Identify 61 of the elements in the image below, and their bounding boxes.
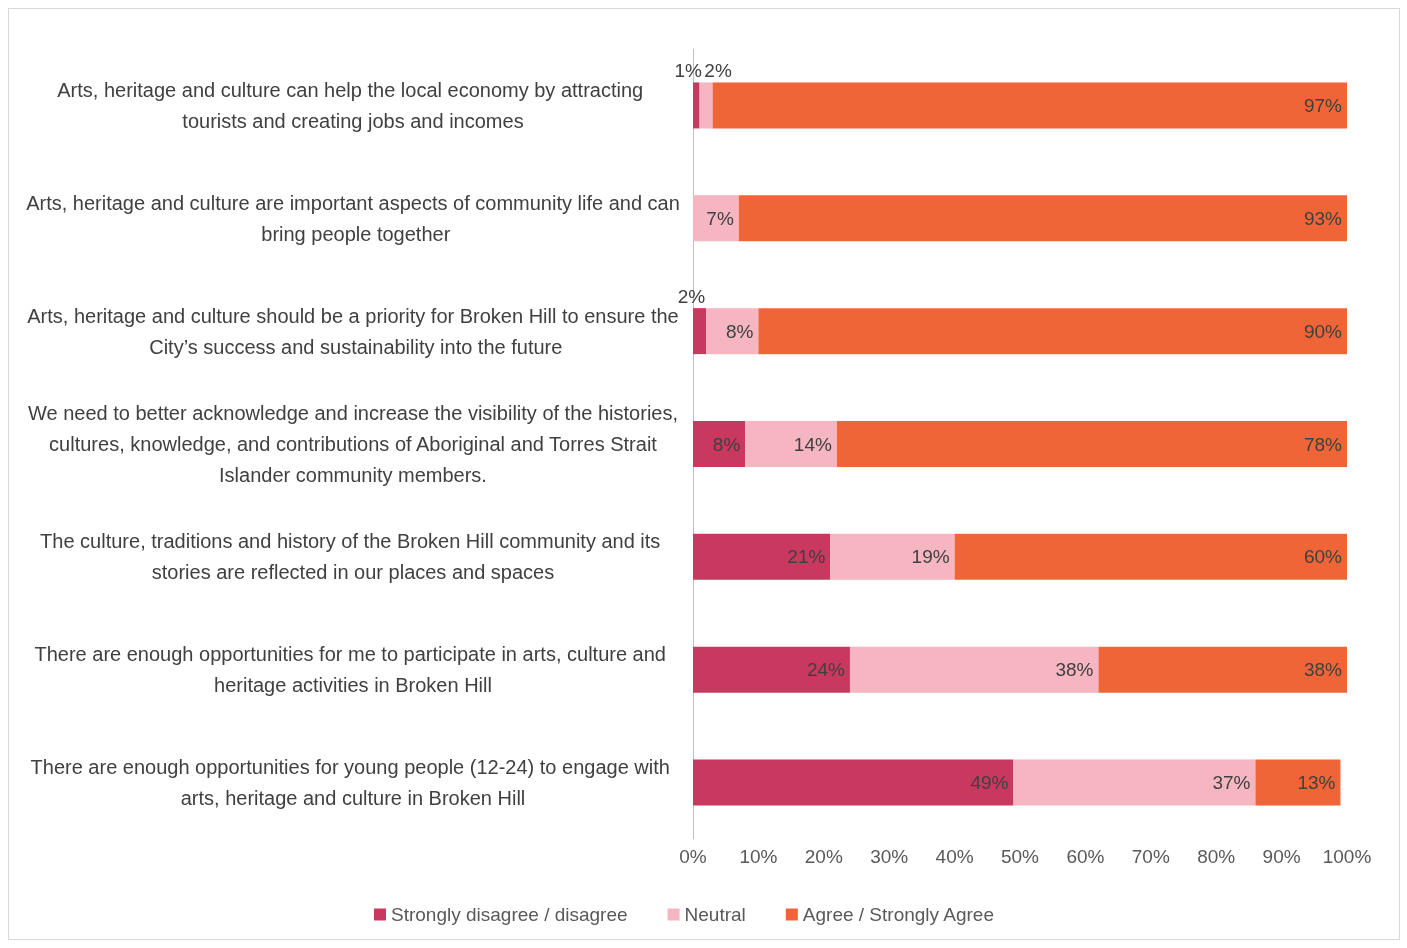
bar: [954, 533, 1347, 580]
data-label: 93%: [1303, 207, 1343, 229]
y-tick-label: There are enough opportunities for young people (12-24) to engage with arts, heritage and culture in Broken Hill: [30, 756, 676, 810]
bar: [1013, 759, 1256, 806]
legend-label: Neutral: [684, 904, 746, 925]
y-tick-label: The culture, traditions and history of the Broken Hill community and its stories are reflected in our places and spaces: [40, 530, 666, 584]
data-label: 38%: [1055, 659, 1094, 681]
data-label: 2%: [704, 60, 732, 82]
data-label: 19%: [911, 546, 950, 568]
data-label: 90%: [1303, 320, 1343, 342]
legend-label: Strongly disagree / disagree: [391, 904, 628, 925]
data-label: 49%: [970, 772, 1009, 794]
data-label: 7%: [706, 207, 734, 229]
bar: [712, 82, 1347, 129]
data-label: 8%: [712, 433, 741, 455]
bar: [758, 308, 1347, 355]
bar: [706, 308, 759, 355]
x-tick-label: 10%: [739, 846, 778, 867]
bar: [693, 308, 707, 355]
data-label: 14%: [793, 433, 832, 455]
x-tick-label: 20%: [804, 846, 843, 867]
x-tick-label: 90%: [1262, 846, 1301, 867]
bar: [849, 646, 1099, 693]
bar: [1098, 646, 1347, 693]
bar: [693, 195, 739, 242]
x-tick-label: 80%: [1197, 846, 1236, 867]
data-label: 8%: [725, 320, 754, 342]
x-tick-label: 40%: [935, 846, 974, 867]
data-label: 1%: [674, 60, 703, 82]
y-tick-label: We need to better acknowledge and increase the visibility of the histories, cultures, knowledge, and contributions of Aboriginal and Torres Strait Islander community members.: [28, 402, 678, 486]
bar: [693, 82, 700, 129]
legend-label: Agree / Strongly Agree: [802, 904, 994, 925]
bar: [745, 421, 837, 467]
data-label: 21%: [787, 546, 826, 568]
data-label: 97%: [1303, 94, 1343, 116]
x-tick-label: 50%: [1000, 846, 1040, 867]
data-label: 13%: [1297, 772, 1336, 794]
bar: [693, 421, 746, 467]
data-label: 38%: [1303, 659, 1343, 681]
x-tick-label: 30%: [870, 846, 909, 867]
bar: [830, 533, 955, 580]
y-tick-label: Arts, heritage and culture should be a priority for Broken Hill to ensure the City’s success and sustainability into the future: [27, 304, 679, 358]
y-tick-label: Arts, heritage and culture are important aspects of community life and can bring people together: [26, 191, 680, 245]
x-tick-label: 0%: [679, 846, 707, 867]
data-label: 78%: [1303, 433, 1343, 455]
x-tick-label: 70%: [1131, 846, 1170, 867]
data-label: 24%: [806, 659, 846, 681]
bar: [693, 646, 850, 693]
x-tick-label: 100%: [1322, 846, 1372, 867]
x-tick-label: 60%: [1066, 846, 1105, 867]
bar: [738, 195, 1347, 242]
data-label: 60%: [1303, 546, 1343, 568]
y-tick-label: There are enough opportunities for me to participate in arts, culture and heritage activities in Broken Hill: [34, 643, 672, 697]
bar: [693, 759, 1014, 806]
data-label: 2%: [677, 286, 706, 308]
bar: [836, 421, 1347, 467]
data-label: 37%: [1212, 772, 1251, 794]
bar: [699, 82, 713, 129]
y-tick-label: Arts, heritage and culture can help the local economy by attracting tourists and creating jobs and incomes: [57, 78, 649, 132]
bar: [1255, 759, 1341, 806]
bar: [693, 533, 831, 580]
